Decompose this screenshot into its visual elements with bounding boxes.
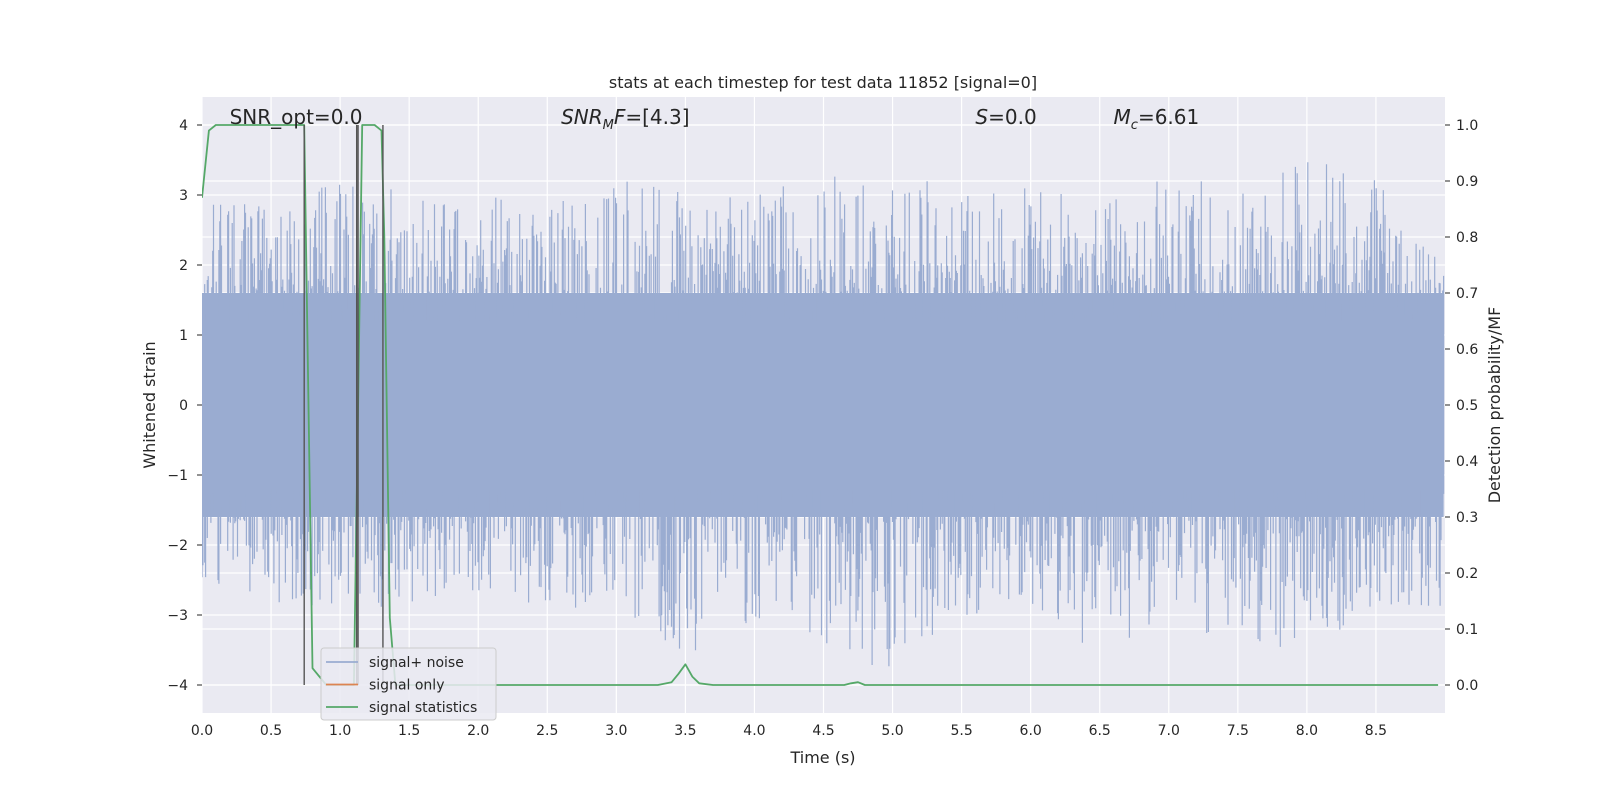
x-tick-label: 1.5 — [398, 723, 420, 739]
legend-box — [320, 647, 497, 721]
y-tick-label: −2 — [167, 538, 188, 554]
y2-tick-label: 0.6 — [1456, 342, 1478, 358]
annotation: SNR_opt=0.0 — [230, 105, 363, 129]
annotation: Mc=6.61 — [1114, 105, 1200, 133]
y-tick-label: 2 — [179, 258, 188, 274]
y2-tick-label: 0.1 — [1456, 622, 1478, 638]
x-tick-label: 7.5 — [1227, 723, 1249, 739]
y-axis-label: Whitened strain — [140, 341, 159, 468]
x-tick-label: 8.0 — [1296, 723, 1318, 739]
y-tick-label: 3 — [179, 188, 188, 204]
x-axis-label: Time (s) — [789, 748, 855, 767]
y2-tick-label: 0.9 — [1456, 174, 1478, 190]
x-tick-label: 0.5 — [260, 723, 282, 739]
y2-tick-label: 1.0 — [1456, 118, 1478, 134]
annotation: SNRMF=[4.3] — [561, 105, 689, 133]
y2-axis-label: Detection probability/MF — [1485, 307, 1504, 504]
legend-label: signal+ noise — [369, 655, 464, 671]
legend: signal+ noise signal only signal statistic… — [320, 647, 497, 721]
y2-tick-label: 0.4 — [1456, 454, 1478, 470]
x-tick-label: 8.5 — [1365, 723, 1387, 739]
y2-axis-ticks: 0.0 0.1 0.2 0.3 0.4 0.5 0.6 0.7 0.8 0.9 1.0 — [1445, 118, 1478, 694]
y2-tick-label: 0.5 — [1456, 398, 1478, 414]
annotation: S=0.0 — [975, 105, 1036, 129]
legend-label: signal statistics — [369, 700, 477, 716]
x-tick-label: 3.0 — [605, 723, 627, 739]
y2-tick-label: 0.3 — [1456, 510, 1478, 526]
noise-spikes — [202, 162, 1445, 667]
x-tick-label: 6.0 — [1020, 723, 1042, 739]
annotations: SNR_opt=0.0 SNRMF=[4.3] S=0.0 Mc=6.61 — [230, 105, 1200, 133]
legend-label: signal only — [369, 678, 444, 694]
y-tick-label: 0 — [179, 398, 188, 414]
series-signal-noise — [202, 162, 1445, 667]
x-tick-label: 2.5 — [536, 723, 558, 739]
y-tick-label: −3 — [167, 608, 188, 624]
y2-tick-label: 0.0 — [1456, 678, 1478, 694]
chart-title: stats at each timestep for test data 118… — [609, 73, 1037, 92]
x-tick-label: 4.0 — [743, 723, 765, 739]
x-tick-label: 2.0 — [467, 723, 489, 739]
x-tick-label: 5.0 — [881, 723, 903, 739]
y2-tick-label: 0.7 — [1456, 286, 1478, 302]
x-axis-ticks: 0.0 0.5 1.0 1.5 2.0 2.5 3.0 3.5 4.0 4.5 5.0 5.5 6.0 6… — [191, 723, 1387, 739]
x-tick-label: 6.5 — [1089, 723, 1111, 739]
x-tick-label: 3.5 — [674, 723, 696, 739]
series-marker-lines — [303, 125, 384, 685]
y-tick-label: 1 — [179, 328, 188, 344]
x-tick-label: 1.0 — [329, 723, 351, 739]
y-tick-label: −4 — [167, 678, 188, 694]
y2-tick-label: 0.2 — [1456, 566, 1478, 582]
y-tick-label: 4 — [179, 118, 188, 134]
x-tick-label: 4.5 — [812, 723, 834, 739]
x-tick-label: 7.0 — [1158, 723, 1180, 739]
y-axis-ticks: −4 −3 −2 −1 0 1 2 3 4 — [167, 118, 202, 694]
series-layer — [202, 124, 1445, 686]
y2-tick-label: 0.8 — [1456, 230, 1478, 246]
x-tick-label: 0.0 — [191, 723, 213, 739]
y-tick-label: −1 — [167, 468, 188, 484]
x-tick-label: 5.5 — [950, 723, 972, 739]
